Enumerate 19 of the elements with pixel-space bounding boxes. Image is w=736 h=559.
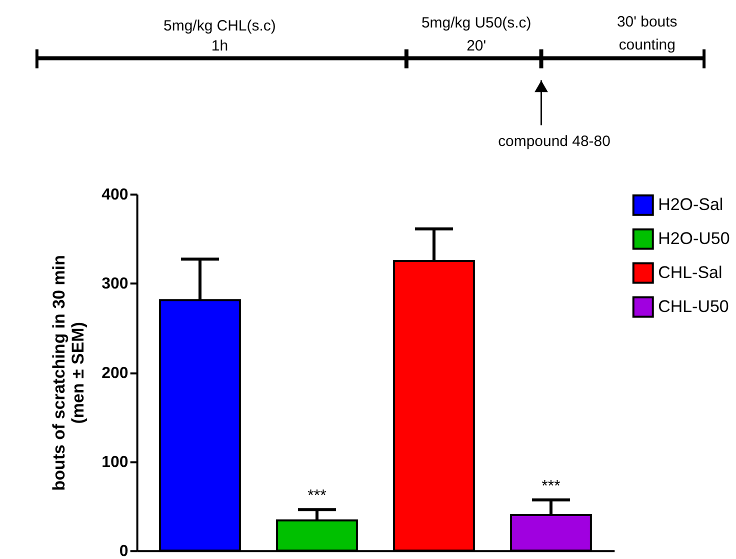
text: compound 48-80 [498,133,610,150]
y-axis-title: bouts of scratching in 30 min (men ± SEM) [50,255,88,491]
legend-label: H2O-Sal [658,195,724,214]
y-tick-label: 300 [102,276,128,293]
text: 30' bouts [616,13,678,30]
text: counting [618,36,676,54]
y-tick-label: 200 [102,364,128,382]
y-tick-label: 100 [102,454,128,471]
text: 20' [466,37,486,54]
annotation: *** [542,478,560,495]
text: 1h [211,37,228,54]
text: 5mg/kg CHL(s.c) [164,17,276,34]
y-tick-label: 400 [102,186,128,204]
legend-label: CHL-Sal [658,263,722,282]
legend-label: H2O-U50 [658,229,730,248]
legend-label: CHL-U50 [658,296,729,316]
text: 5mg/kg U50(s.c) [421,14,532,32]
annotation: *** [308,488,326,505]
y-tick-label: 0 [119,543,128,559]
